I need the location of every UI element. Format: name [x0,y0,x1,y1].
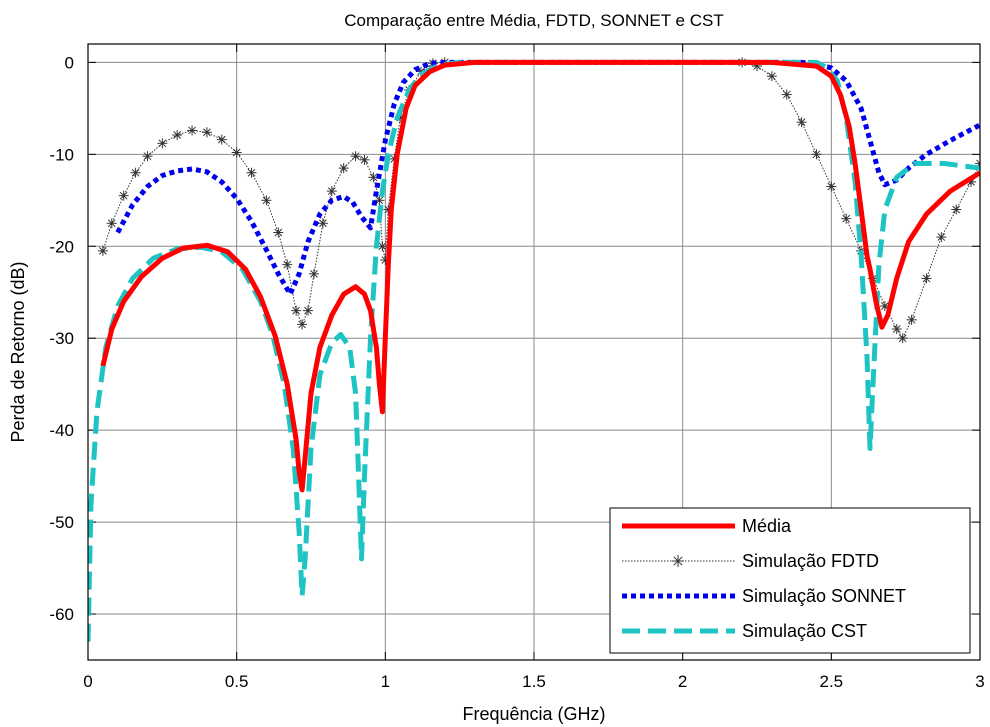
y-axis-label: Perda de Retorno (dB) [8,261,28,442]
fdtd-marker [359,154,370,165]
y-tick-label: -40 [49,421,74,440]
fdtd-marker [350,151,361,162]
fdtd-marker [936,232,947,243]
fdtd-marker [377,241,388,252]
fdtd-marker [106,218,117,229]
fdtd-marker [303,305,314,316]
fdtd-marker [921,273,932,284]
fdtd-marker [261,195,272,206]
y-tick-label: -10 [49,145,74,164]
x-tick-label: 0 [83,672,92,691]
fdtd-marker [130,167,141,178]
fdtd-marker [282,259,293,270]
x-tick-label: 0.5 [225,672,249,691]
fdtd-marker [326,186,337,197]
legend-label: Simulação FDTD [742,551,879,571]
fdtd-marker [157,138,168,149]
y-axis-ticks: 0 -10 -20 -30 -40 -50 -60 [49,53,980,624]
y-tick-label: -30 [49,329,74,348]
y-tick-label: -50 [49,513,74,532]
fdtd-marker [97,245,108,256]
fdtd-marker [796,117,807,128]
fdtd-marker [811,149,822,160]
fdtd-marker [201,127,212,138]
fdtd-marker [187,125,198,136]
fdtd-marker [766,71,777,82]
series-group [88,57,980,642]
legend-label: Simulação SONNET [742,586,906,606]
fdtd-marker [841,213,852,224]
plot-frame [87,43,981,661]
y-tick-label: -60 [49,605,74,624]
fdtd-marker [338,163,349,174]
fdtd-marker [216,134,227,145]
fdtd-marker [246,167,257,178]
fdtd-marker [317,218,328,229]
legend-marker [672,555,684,567]
fdtd-marker [118,190,129,201]
x-tick-label: 2 [678,672,687,691]
legend-box [609,507,971,654]
series-line-3 [88,59,980,642]
x-tick-label: 2.5 [820,672,844,691]
y-tick-label: 0 [65,53,74,72]
x-tick-label: 1.5 [522,672,546,691]
series-line-0 [100,59,980,493]
fdtd-marker [951,204,962,215]
fdtd-marker [891,324,902,335]
fdtd-marker [906,314,917,325]
x-axis-label: Frequência (GHz) [462,704,605,724]
legend: Média Simulação FDTD Simulação SONNET Simul… [609,507,971,654]
fdtd-marker [781,89,792,100]
y-tick-label: -20 [49,237,74,256]
series-line-2 [115,59,980,297]
legend-label: Simulação CST [742,621,867,641]
x-tick-label: 3 [975,672,984,691]
series-line-1 [102,61,980,339]
fdtd-marker [297,319,308,330]
legend-label: Média [742,516,792,536]
fdtd-marker [231,147,242,158]
fdtd-marker [308,268,319,279]
fdtd-marker [172,130,183,141]
x-tick-label: 1 [381,672,390,691]
fdtd-marker [897,333,908,344]
chart-title: Comparação entre Média, FDTD, SONNET e C… [344,11,723,30]
fdtd-marker [142,151,153,162]
fdtd-marker [291,305,302,316]
fdtd-marker [273,227,284,238]
fdtd-marker [826,181,837,192]
